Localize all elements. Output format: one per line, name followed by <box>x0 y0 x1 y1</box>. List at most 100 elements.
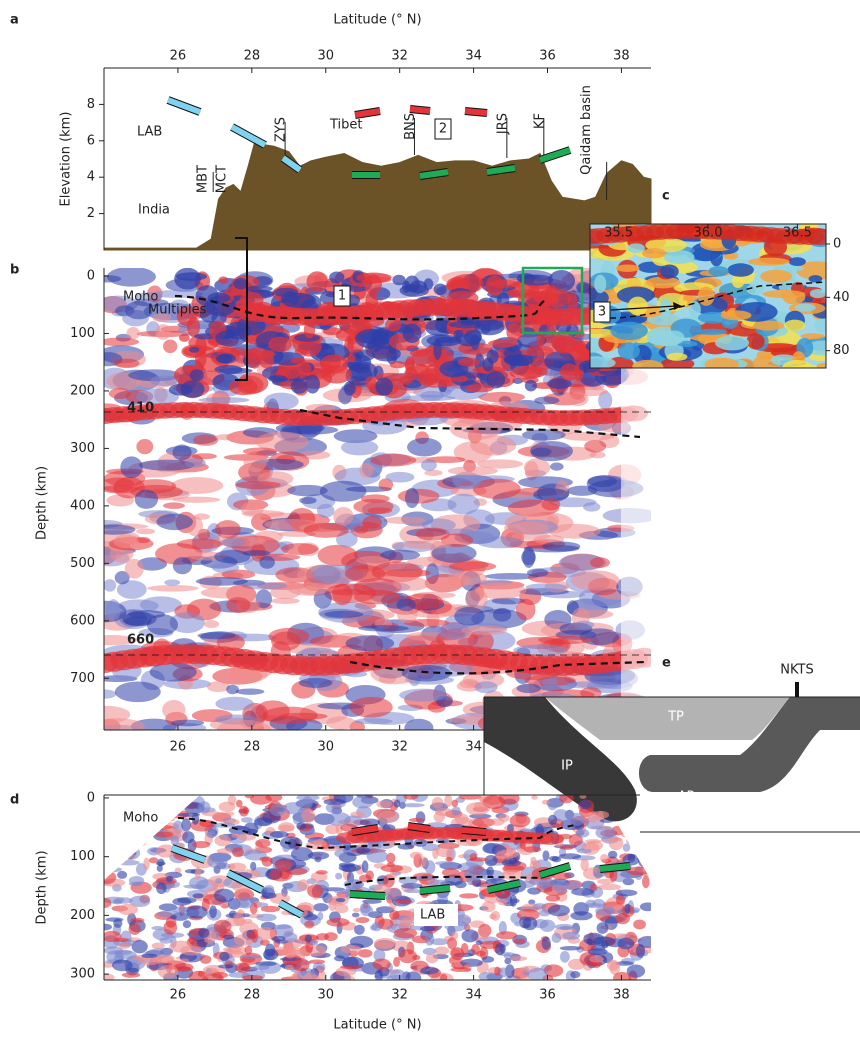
plate-label: TP <box>667 710 684 725</box>
image-blob <box>156 862 166 866</box>
image-blob <box>704 358 739 371</box>
image-blob <box>135 790 157 802</box>
image-blob <box>360 903 371 914</box>
image-blob <box>180 958 189 963</box>
image-blob <box>233 278 248 289</box>
image-blob <box>218 863 230 870</box>
image-blob <box>642 248 666 258</box>
image-blob <box>489 914 497 919</box>
image-blob <box>371 922 382 931</box>
image-blob <box>586 938 592 945</box>
fault-label: MBT <box>196 165 211 193</box>
image-blob <box>709 266 729 276</box>
x-tick-label: 30 <box>317 988 334 1003</box>
image-blob <box>809 275 823 282</box>
image-blob <box>454 607 484 626</box>
image-blob <box>494 967 500 976</box>
image-blob <box>631 837 644 850</box>
image-blob <box>163 339 177 353</box>
image-blob <box>616 264 640 271</box>
x-tick-label: 34 <box>465 49 482 64</box>
image-blob <box>353 908 361 912</box>
image-blob <box>402 665 451 682</box>
image-blob <box>131 798 141 805</box>
image-blob <box>421 459 437 471</box>
image-blob <box>664 330 685 344</box>
image-blob <box>185 458 206 468</box>
image-blob <box>105 840 120 851</box>
image-blob <box>560 845 574 850</box>
image-blob <box>324 799 346 805</box>
image-blob <box>440 379 453 387</box>
image-blob <box>362 860 369 872</box>
image-blob <box>488 339 517 347</box>
interface-segment <box>420 888 450 891</box>
image-blob <box>610 322 648 340</box>
image-blob <box>154 831 173 837</box>
image-blob <box>115 681 161 702</box>
image-blob <box>607 960 619 971</box>
x-tick-label: 36.0 <box>694 226 723 241</box>
x-tick-label: 28 <box>244 49 261 64</box>
image-blob <box>127 835 146 847</box>
image-blob <box>380 550 420 561</box>
panel-letter: e <box>662 656 671 671</box>
image-blob <box>97 792 114 800</box>
image-blob <box>559 853 581 859</box>
image-blob <box>324 611 363 618</box>
image-blob <box>166 876 173 882</box>
image-blob <box>103 579 116 592</box>
image-blob <box>106 599 120 620</box>
image-blob <box>698 287 715 306</box>
image-blob <box>519 916 531 928</box>
image-blob <box>236 688 265 694</box>
y-tick-label: 500 <box>70 556 95 571</box>
image-blob <box>136 439 153 454</box>
image-blob <box>195 867 201 880</box>
image-blob <box>356 917 370 923</box>
image-blob <box>810 289 826 298</box>
image-blob <box>460 959 483 967</box>
image-blob <box>784 320 805 331</box>
image-blob <box>577 849 592 854</box>
image-blob <box>309 960 325 964</box>
image-blob <box>302 974 320 981</box>
y-tick-label: 400 <box>70 498 95 513</box>
image-blob <box>362 899 382 904</box>
image-blob <box>246 286 273 293</box>
image-blob <box>567 813 585 826</box>
image-blob <box>126 327 139 339</box>
image-blob <box>374 938 396 948</box>
image-blob <box>660 265 679 279</box>
image-blob <box>580 628 620 645</box>
image-blob <box>216 354 236 364</box>
image-blob <box>215 330 246 347</box>
image-blob <box>403 793 418 800</box>
image-blob <box>179 334 190 342</box>
image-blob <box>386 853 395 864</box>
image-blob <box>215 520 241 538</box>
image-blob <box>538 636 592 645</box>
image-blob <box>475 681 498 693</box>
image-blob <box>376 800 392 808</box>
image-blob <box>474 802 489 809</box>
image-blob <box>426 954 439 964</box>
image-blob <box>198 928 209 938</box>
fault-label: JRS <box>495 113 510 135</box>
image-blob <box>514 938 526 944</box>
image-blob <box>313 903 329 911</box>
image-blob <box>316 870 328 874</box>
image-blob <box>214 365 242 374</box>
panel-letter: c <box>662 189 670 204</box>
image-blob <box>618 342 640 359</box>
image-blob <box>326 716 356 729</box>
image-blob <box>399 689 447 702</box>
image-blob <box>304 921 314 929</box>
image-blob <box>120 831 141 840</box>
image-blob <box>112 959 133 971</box>
image-blob <box>118 904 138 915</box>
image-blob <box>489 818 504 825</box>
image-blob <box>270 831 289 838</box>
x-tick-label: 26 <box>170 988 187 1003</box>
image-blob <box>485 855 498 866</box>
